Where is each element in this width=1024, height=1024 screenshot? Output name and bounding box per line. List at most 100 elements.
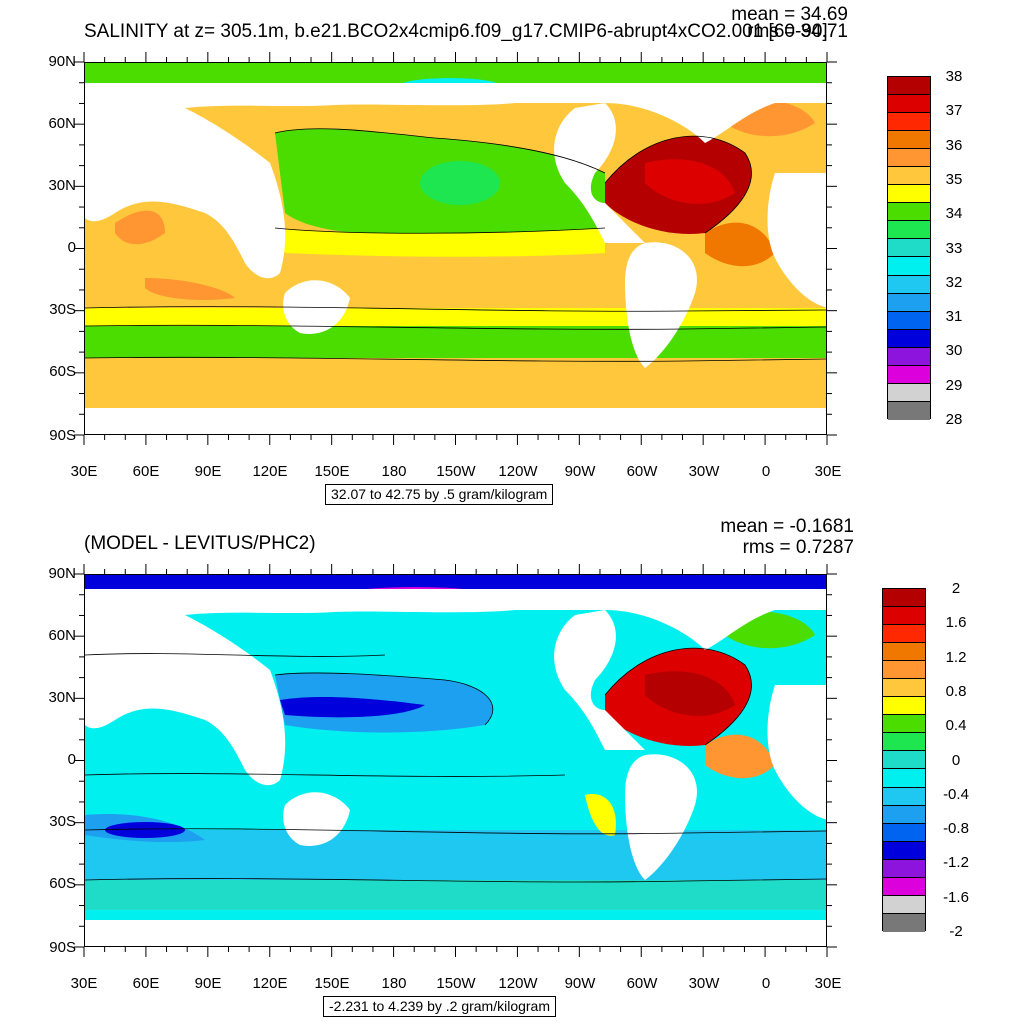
colorbar-segment — [888, 275, 930, 294]
colorbar-label: 32 — [945, 273, 963, 291]
lat-label: 60S — [49, 363, 76, 380]
colorbar-segment — [888, 131, 930, 150]
colorbar-segment — [888, 329, 930, 348]
colorbar-segment — [883, 895, 925, 914]
salinity-panel: SALINITY at z= 305.1m, b.e21.BCO2x4cmip6… — [48, 4, 963, 506]
colorbar-label: -1.6 — [943, 888, 969, 906]
colorbar-segment — [883, 589, 925, 608]
colorbar-segment — [883, 661, 925, 680]
difference-field-svg — [85, 575, 826, 946]
contour-info-box: 32.07 to 42.75 by .5 gram/kilogram — [325, 484, 554, 506]
colorbar-segment — [883, 751, 925, 770]
colorbar-segment — [888, 203, 930, 222]
panel-title: (MODEL - LEVITUS/PHC2) — [84, 533, 316, 554]
colorbar-segment — [883, 625, 925, 644]
mean-value: mean = -0.1681 — [720, 516, 854, 537]
colorbar-segment — [888, 221, 930, 240]
lon-label: 120E — [252, 463, 288, 480]
lat-label: 90N — [48, 565, 76, 582]
colorbar-segment — [883, 697, 925, 716]
lat-label: 0 — [67, 239, 76, 256]
colorbar-segment — [883, 823, 925, 842]
lon-label: 120W — [498, 463, 538, 480]
antarctic-band — [85, 358, 826, 398]
south-atlantic-zone — [585, 794, 616, 836]
colorbar-label: 1.2 — [945, 648, 967, 666]
colorbar-label: 37 — [945, 102, 963, 120]
colorbar-label: 30 — [945, 342, 963, 360]
lat-label: 90S — [49, 427, 76, 444]
lon-label: 180 — [381, 975, 407, 992]
colorbar-label: 0.4 — [945, 717, 967, 735]
stats-block: mean = -0.1681 rms = 0.7287 — [720, 516, 854, 558]
colorbar-segment — [883, 769, 925, 788]
north-atlantic-core — [645, 671, 735, 716]
colorbar-label: 29 — [945, 376, 963, 394]
colorbar-segment — [888, 365, 930, 384]
colorbar-label: 1.6 — [945, 614, 967, 632]
lon-label: 120W — [498, 975, 538, 992]
colorbar-label: 0 — [951, 751, 961, 769]
lat-label: 30S — [49, 813, 76, 830]
arctic-band — [85, 63, 826, 83]
lon-label: 90W — [564, 463, 596, 480]
lon-label: 90E — [194, 975, 222, 992]
colorbar-label: 34 — [945, 205, 963, 223]
lon-label: 60E — [132, 975, 160, 992]
land-mask — [85, 83, 826, 434]
south-indian-core — [105, 822, 185, 838]
lon-label: 0 — [761, 463, 771, 480]
colorbar-segment — [883, 607, 925, 626]
difference-panel: (MODEL - LEVITUS/PHC2) mean = -0.1681 rm… — [0, 512, 1024, 1024]
contour-lines — [85, 647, 826, 883]
colorbar-label: 33 — [945, 239, 963, 257]
colorbar-segment — [888, 149, 930, 168]
lon-label: 30E — [814, 463, 842, 480]
lon-label: 60E — [132, 463, 160, 480]
colorbar-segment — [883, 913, 925, 932]
contour-info-box: -2.231 to 4.239 by .2 gram/kilogram — [323, 996, 557, 1018]
lon-label: 30W — [688, 463, 720, 480]
contour-lines — [85, 128, 826, 362]
lon-label: 120E — [252, 975, 288, 992]
lon-label: 30E — [70, 463, 98, 480]
lon-label: 60W — [626, 463, 658, 480]
colorbar-label: 36 — [945, 136, 963, 154]
colorbar-segment — [888, 383, 930, 402]
colorbar-segment — [888, 95, 930, 114]
lat-label: 0 — [67, 751, 76, 768]
colorbar-segment — [888, 311, 930, 330]
colorbar-segment — [888, 257, 930, 276]
salinity-field-svg — [85, 63, 826, 434]
north-atlantic-core — [645, 159, 735, 204]
north-pacific-core — [280, 697, 425, 718]
lon-label: 150W — [436, 463, 476, 480]
lat-label: 90S — [49, 939, 76, 956]
colorbar-label: 35 — [945, 170, 963, 188]
colorbar-segment — [888, 77, 930, 96]
lon-label: 90W — [564, 975, 596, 992]
colorbar-label: 31 — [945, 308, 963, 326]
north-pacific-core — [420, 161, 500, 205]
arctic-band — [85, 575, 826, 589]
colorbar-label: -0.8 — [943, 820, 969, 838]
colorbar-label: 38 — [945, 68, 963, 85]
colorbar-segment — [888, 347, 930, 366]
southern-green-band — [85, 326, 826, 358]
colorbar-segment — [888, 401, 930, 420]
lon-label: 150W — [436, 975, 476, 992]
lat-label: 30N — [48, 689, 76, 706]
lat-label: 60S — [49, 875, 76, 892]
lat-label: 30N — [48, 177, 76, 194]
colorbar-segment — [883, 643, 925, 662]
lon-label: 150E — [314, 975, 350, 992]
colorbar — [887, 76, 931, 420]
panel-title: SALINITY at z= 305.1m, b.e21.BCO2x4cmip6… — [84, 21, 828, 42]
lon-label: 30W — [688, 975, 720, 992]
lon-label: 60W — [626, 975, 658, 992]
arabian-sea-zone — [115, 210, 165, 245]
lon-label: 90E — [194, 463, 222, 480]
colorbar-segment — [883, 679, 925, 698]
tropical-atlantic-zone — [705, 734, 775, 779]
colorbar-label: -0.4 — [943, 785, 969, 803]
